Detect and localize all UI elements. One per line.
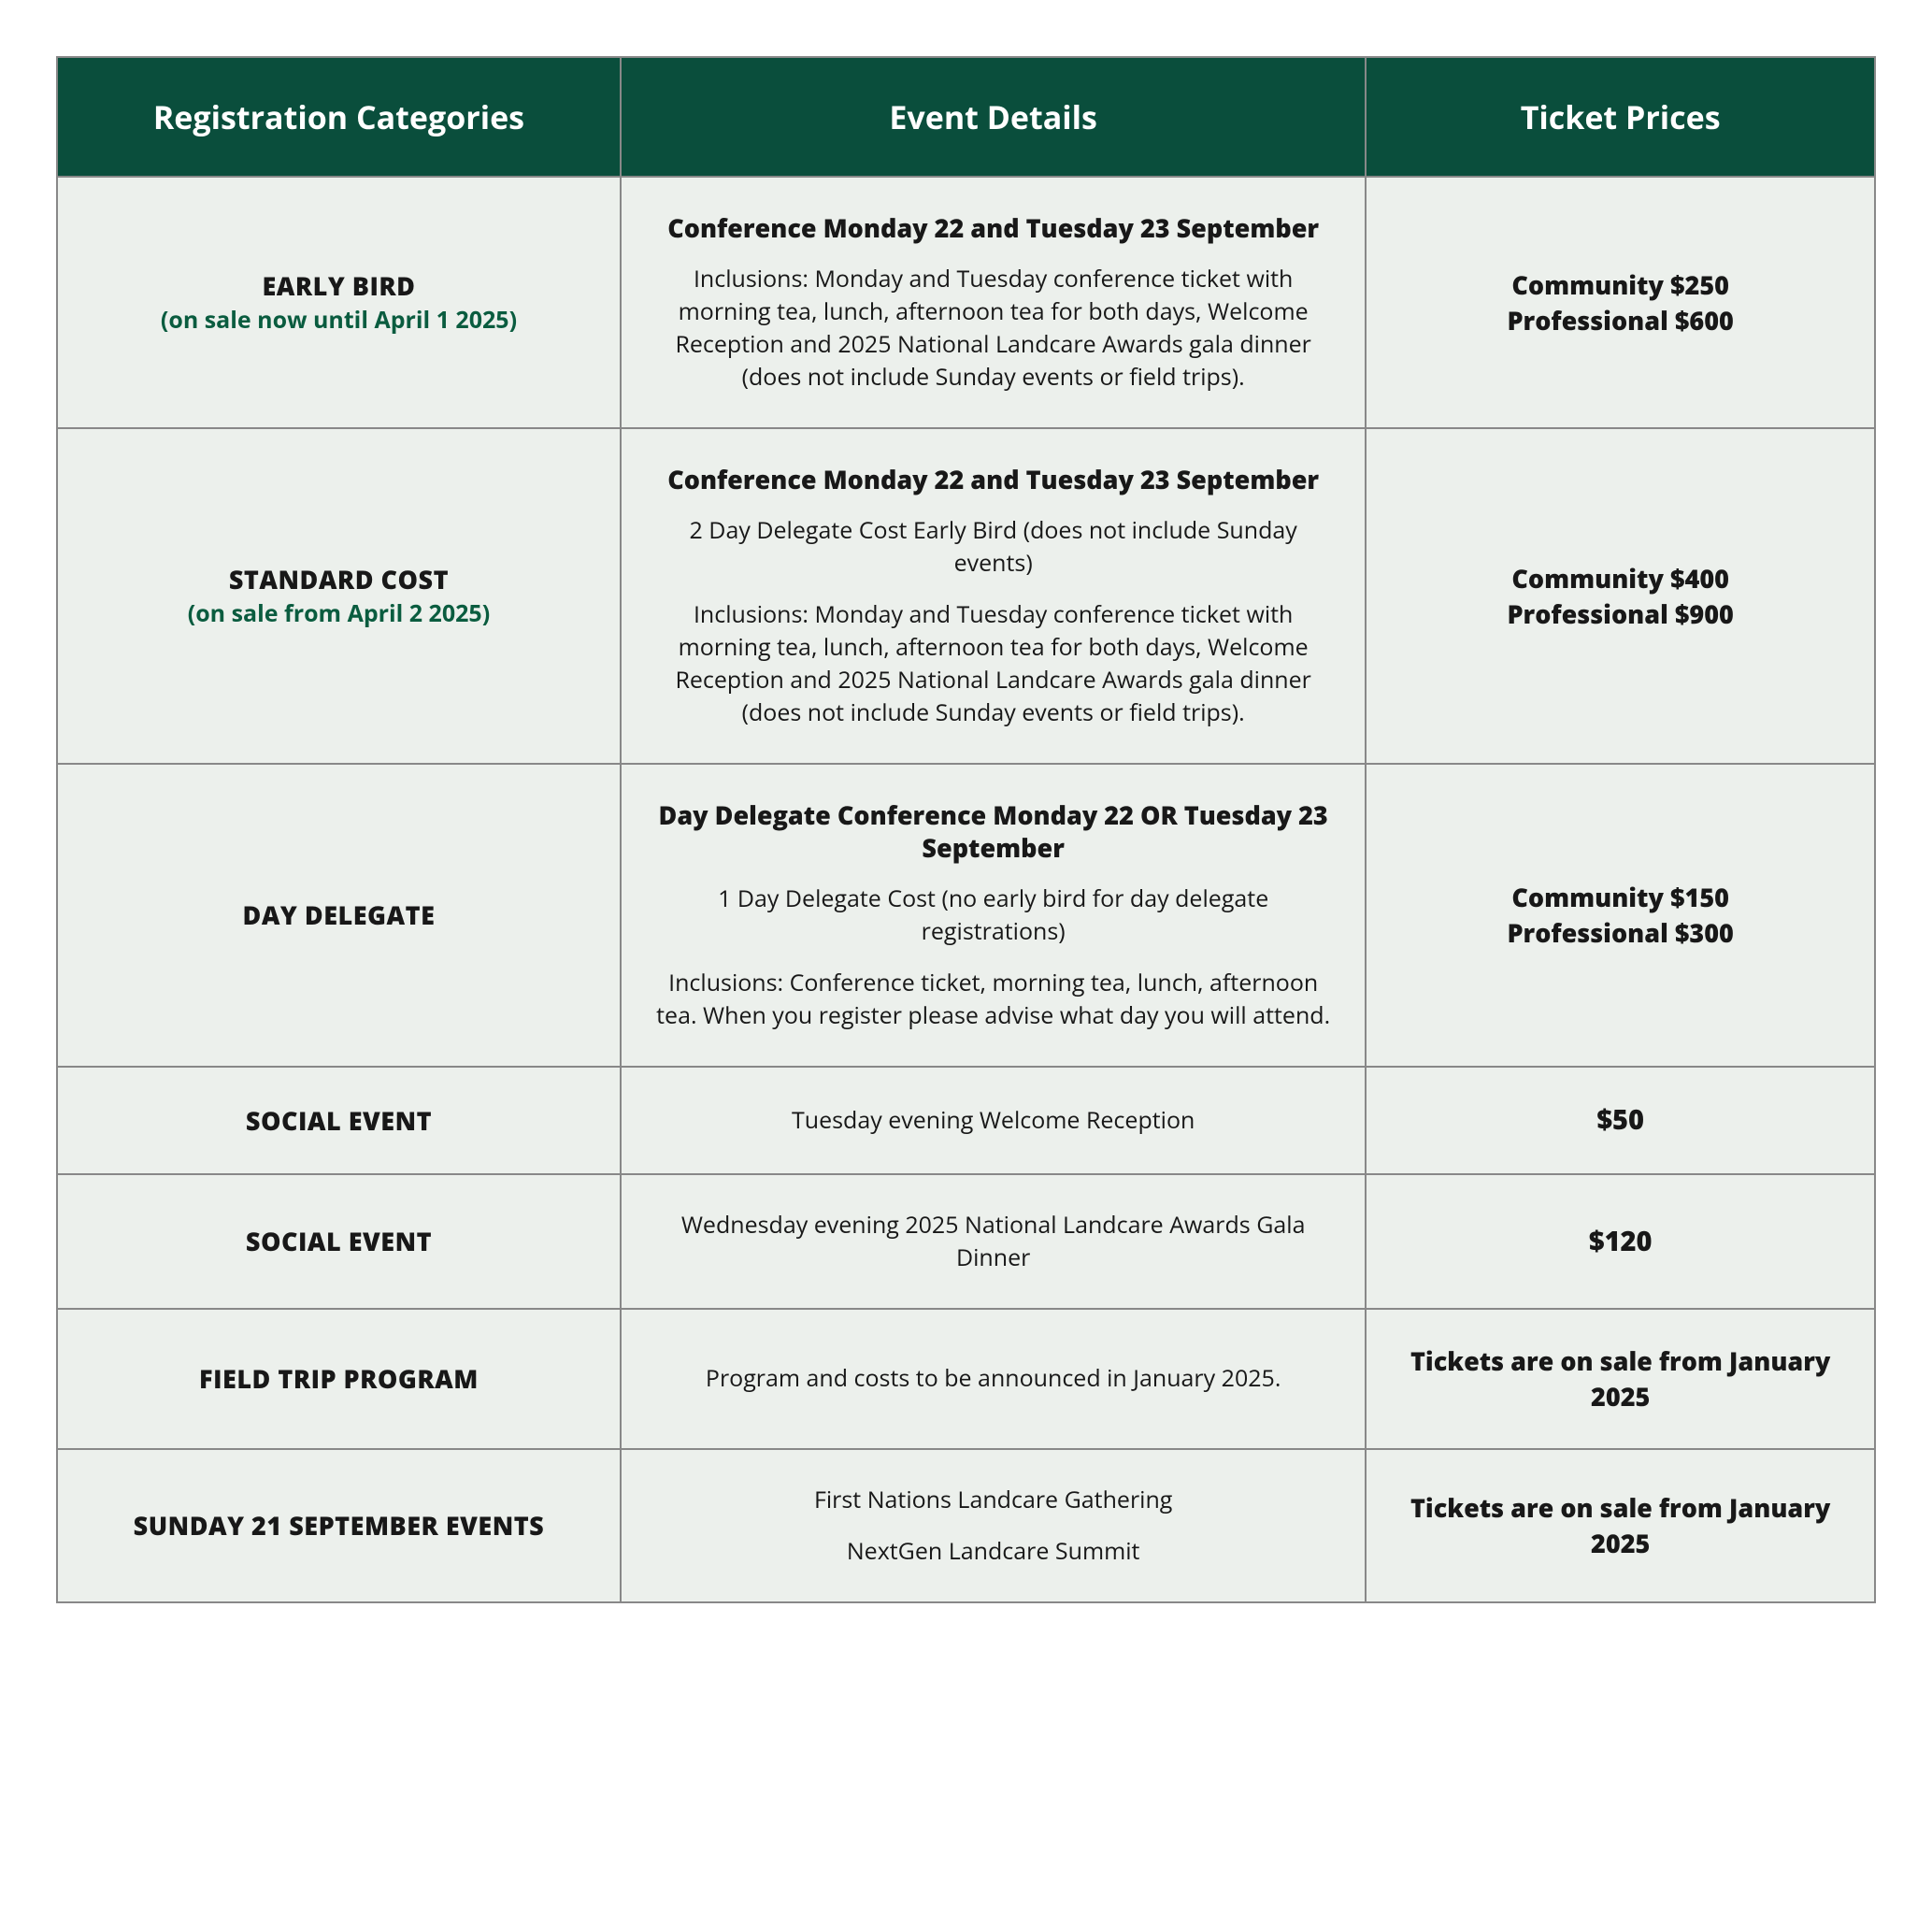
details-cell: Conference Monday 22 and Tuesday 23 Sept… xyxy=(621,177,1366,428)
price-professional: Professional $600 xyxy=(1395,303,1846,338)
category-cell: SOCIAL EVENT xyxy=(57,1067,621,1174)
category-title: SOCIAL EVENT xyxy=(86,1103,592,1139)
category-title: SUNDAY 21 SEPTEMBER EVENTS xyxy=(86,1508,592,1543)
price-cell: Community $250 Professional $600 xyxy=(1366,177,1875,428)
price-cell: Community $400 Professional $900 xyxy=(1366,428,1875,764)
price-cell: $120 xyxy=(1366,1174,1875,1309)
price-cell: Tickets are on sale from January 2025 xyxy=(1366,1309,1875,1449)
detail-subtitle: 2 Day Delegate Cost Early Bird (does not… xyxy=(650,514,1337,580)
detail-title: Conference Monday 22 and Tuesday 23 Sept… xyxy=(650,211,1337,244)
category-cell: EARLY BIRD (on sale now until April 1 20… xyxy=(57,177,621,428)
price-community: Community $400 xyxy=(1395,561,1846,596)
category-cell: SOCIAL EVENT xyxy=(57,1174,621,1309)
category-title: FIELD TRIP PROGRAM xyxy=(86,1361,592,1397)
category-title: SOCIAL EVENT xyxy=(86,1224,592,1259)
price-professional: Professional $900 xyxy=(1395,596,1846,632)
price-note: Tickets are on sale from January 2025 xyxy=(1395,1343,1846,1414)
category-subtitle: (on sale from April 2 2025) xyxy=(86,597,592,630)
table-row: DAY DELEGATE Day Delegate Conference Mon… xyxy=(57,764,1875,1067)
detail-subtitle: 1 Day Delegate Cost (no early bird for d… xyxy=(650,883,1337,948)
detail-text: Tuesday evening Welcome Reception xyxy=(650,1104,1337,1137)
details-cell: Program and costs to be announced in Jan… xyxy=(621,1309,1366,1449)
details-cell: Day Delegate Conference Monday 22 OR Tue… xyxy=(621,764,1366,1067)
details-cell: First Nations Landcare Gathering NextGen… xyxy=(621,1449,1366,1602)
detail-inclusions: Inclusions: Monday and Tuesday conferenc… xyxy=(650,598,1337,729)
detail-text-1: First Nations Landcare Gathering xyxy=(650,1484,1337,1516)
header-categories: Registration Categories xyxy=(57,57,621,177)
registration-table: Registration Categories Event Details Ti… xyxy=(56,56,1876,1603)
detail-title: Day Delegate Conference Monday 22 OR Tue… xyxy=(650,798,1337,864)
detail-inclusions: Inclusions: Monday and Tuesday conferenc… xyxy=(650,263,1337,394)
price-professional: Professional $300 xyxy=(1395,915,1846,951)
details-cell: Wednesday evening 2025 National Landcare… xyxy=(621,1174,1366,1309)
category-cell: SUNDAY 21 SEPTEMBER EVENTS xyxy=(57,1449,621,1602)
category-cell: STANDARD COST (on sale from April 2 2025… xyxy=(57,428,621,764)
price-cell: $50 xyxy=(1366,1067,1875,1174)
detail-inclusions: Inclusions: Conference ticket, morning t… xyxy=(650,967,1337,1032)
category-subtitle: (on sale now until April 1 2025) xyxy=(86,304,592,337)
table-row: STANDARD COST (on sale from April 2 2025… xyxy=(57,428,1875,764)
details-cell: Tuesday evening Welcome Reception xyxy=(621,1067,1366,1174)
detail-text: Wednesday evening 2025 National Landcare… xyxy=(650,1209,1337,1274)
price-community: Community $250 xyxy=(1395,267,1846,303)
price-cell: Tickets are on sale from January 2025 xyxy=(1366,1449,1875,1602)
price-community: Community $150 xyxy=(1395,880,1846,915)
table-row: SOCIAL EVENT Tuesday evening Welcome Rec… xyxy=(57,1067,1875,1174)
details-cell: Conference Monday 22 and Tuesday 23 Sept… xyxy=(621,428,1366,764)
price-cell: Community $150 Professional $300 xyxy=(1366,764,1875,1067)
table-row: EARLY BIRD (on sale now until April 1 20… xyxy=(57,177,1875,428)
price-note: Tickets are on sale from January 2025 xyxy=(1395,1490,1846,1561)
price-value: $120 xyxy=(1395,1223,1846,1261)
header-prices: Ticket Prices xyxy=(1366,57,1875,177)
table-row: FIELD TRIP PROGRAM Program and costs to … xyxy=(57,1309,1875,1449)
category-title: EARLY BIRD xyxy=(86,268,592,304)
detail-text: Program and costs to be announced in Jan… xyxy=(650,1362,1337,1395)
category-cell: FIELD TRIP PROGRAM xyxy=(57,1309,621,1449)
category-title: STANDARD COST xyxy=(86,562,592,597)
category-cell: DAY DELEGATE xyxy=(57,764,621,1067)
header-details: Event Details xyxy=(621,57,1366,177)
table-row: SUNDAY 21 SEPTEMBER EVENTS First Nations… xyxy=(57,1449,1875,1602)
price-value: $50 xyxy=(1395,1101,1846,1140)
header-row: Registration Categories Event Details Ti… xyxy=(57,57,1875,177)
detail-text-2: NextGen Landcare Summit xyxy=(650,1535,1337,1568)
table-row: SOCIAL EVENT Wednesday evening 2025 Nati… xyxy=(57,1174,1875,1309)
detail-title: Conference Monday 22 and Tuesday 23 Sept… xyxy=(650,463,1337,495)
category-title: DAY DELEGATE xyxy=(86,897,592,933)
